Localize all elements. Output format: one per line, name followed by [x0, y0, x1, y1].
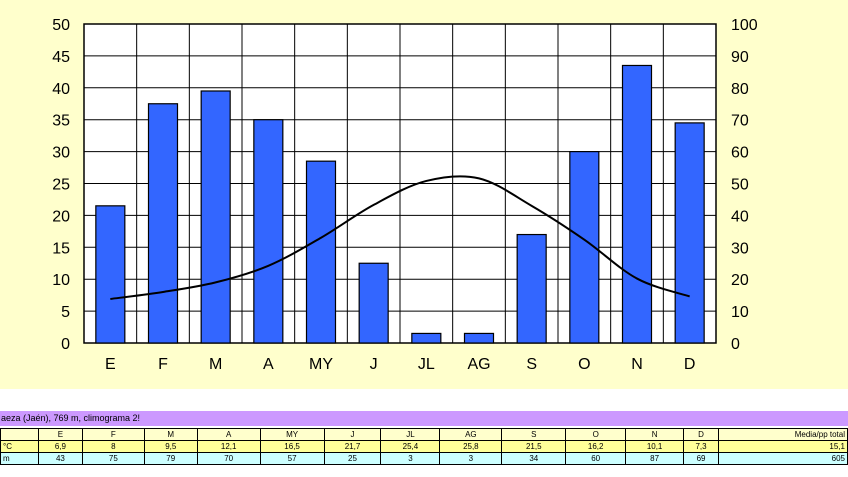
table-caption: aeza (Jaén), 769 m, climograma 2!	[0, 411, 848, 426]
table-header-cell: F	[81, 428, 145, 441]
table-header-cell: N	[625, 428, 685, 441]
y-right-tick-label: 80	[731, 81, 749, 98]
data-table: E F M A MY J JL AG S O N D Media/pp tota…	[0, 428, 848, 465]
table-cell: 3	[380, 452, 441, 465]
y-left-tick-label: 15	[52, 240, 70, 257]
table-cell: 79	[143, 452, 198, 465]
precipitation-bar	[305, 160, 337, 344]
precipitation-bar	[200, 90, 231, 344]
precipitation-bar	[147, 103, 179, 344]
y-left-tick-label: 5	[61, 304, 70, 321]
y-right-tick-label: 60	[731, 145, 749, 162]
table-cell: 69	[683, 452, 720, 465]
table-header-cell: Media/pp total	[718, 428, 848, 441]
table-cell: 25	[323, 452, 382, 465]
precipitation-bar	[463, 332, 495, 344]
table-cell: 75	[81, 452, 145, 465]
table-cell: 605	[718, 452, 848, 465]
x-category-label: J	[370, 356, 378, 373]
y-right-tick-label: 70	[731, 113, 749, 130]
y-left-tick-label: 10	[52, 272, 70, 289]
table-cell: 16,5	[259, 440, 325, 453]
y-left-tick-label: 45	[52, 49, 70, 66]
precipitation-bar	[358, 262, 389, 344]
x-category-label: M	[209, 356, 222, 373]
y-left-tick-label: 20	[52, 208, 70, 225]
table-cell: 10,1	[625, 440, 685, 453]
y-right-tick-label: 50	[731, 177, 749, 194]
table-cell: 25,8	[439, 440, 503, 453]
table-cell: 21,5	[501, 440, 567, 453]
plot-border	[83, 23, 717, 344]
table-cell: 3	[439, 452, 503, 465]
y-right-tick-label: 40	[731, 208, 749, 225]
table-cell: 9,5	[143, 440, 198, 453]
y-right-tick-label: 100	[731, 17, 758, 34]
precipitation-bar	[411, 332, 442, 344]
table-header-row: E F M A MY J JL AG S O N D Media/pp tota…	[0, 428, 848, 441]
table-header-cell: MY	[259, 428, 325, 441]
table-cell: 15,1	[718, 440, 848, 453]
x-category-label: D	[684, 356, 696, 373]
y-right-tick-label: 90	[731, 49, 749, 66]
table-header-cell: O	[565, 428, 627, 441]
precipitation-bar	[674, 122, 705, 344]
table-header-cell: D	[683, 428, 720, 441]
table-header-cell: S	[501, 428, 567, 441]
y-left-tick-label: 30	[52, 145, 70, 162]
climograph-chart: 0 5 10 15 20 25 30 35 40 45 50 0 10 20 30 40 50 60 70 80 90 1…	[52, 17, 758, 373]
precipitation-bar	[516, 233, 547, 344]
x-category-label: A	[263, 356, 274, 373]
table-cell: °C	[0, 440, 39, 453]
x-category-label: E	[105, 356, 116, 373]
table-cell: 43	[37, 452, 83, 465]
y-left-tick-label: 40	[52, 81, 70, 98]
y-left-tick-label: 50	[52, 17, 70, 34]
table-cell: 8	[81, 440, 145, 453]
table-cell: 70	[196, 452, 261, 465]
table-cell: 12,1	[196, 440, 261, 453]
x-category-label: JL	[418, 356, 435, 373]
y-left-tick-label: 0	[61, 336, 70, 353]
table-header-cell: M	[143, 428, 198, 441]
y-right-tick-label: 0	[731, 336, 740, 353]
table-row-temperature: °C 6,9 8 9,5 12,1 16,5 21,7 25,4 25,8 21…	[0, 440, 848, 453]
y-right-tick-label: 20	[731, 272, 749, 289]
table-cell: 7,3	[683, 440, 720, 453]
temperature-line	[110, 175, 690, 300]
table-header-cell: A	[196, 428, 261, 441]
table-cell: 57	[259, 452, 325, 465]
table-cell: 34	[501, 452, 567, 465]
table-cell: 16,2	[565, 440, 627, 453]
table-cell: 87	[625, 452, 685, 465]
y-left-tick-label: 35	[52, 113, 70, 130]
x-category-label: S	[526, 356, 537, 373]
table-cell: m	[0, 452, 39, 465]
x-category-label: MY	[309, 356, 333, 373]
precipitation-bar	[253, 119, 284, 344]
table-cell: 25,4	[380, 440, 441, 453]
table-cell: 60	[565, 452, 627, 465]
precipitation-bar	[95, 205, 126, 344]
table-cell: 6,9	[37, 440, 83, 453]
x-category-label: N	[631, 356, 643, 373]
table-header-cell	[0, 428, 39, 441]
table-header-cell: J	[323, 428, 382, 441]
x-category-label: AG	[467, 356, 490, 373]
chart-panel: 0 5 10 15 20 25 30 35 40 45 50 0 10 20 30 40 50 60 70 80 90 1…	[0, 0, 848, 389]
table-header-cell: AG	[439, 428, 503, 441]
y-right-tick-label: 30	[731, 240, 749, 257]
table-header-cell: JL	[380, 428, 441, 441]
x-category-label: F	[158, 356, 168, 373]
table-row-precipitation: m 43 75 79 70 57 25 3 3 34 60 87 69 605	[0, 452, 848, 465]
table-header-cell: E	[37, 428, 83, 441]
y-left-tick-label: 25	[52, 177, 70, 194]
precipitation-bar	[621, 64, 653, 344]
x-category-label: O	[578, 356, 590, 373]
y-right-tick-label: 10	[731, 304, 749, 321]
table-cell: 21,7	[323, 440, 382, 453]
